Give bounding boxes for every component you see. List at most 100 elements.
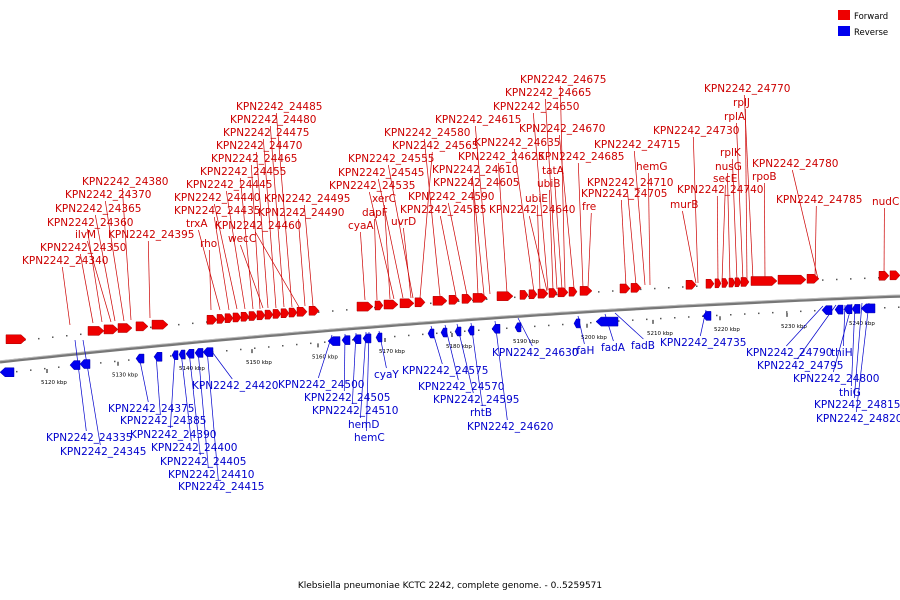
- forward-gene-arrow: [685, 279, 697, 290]
- forward-gene-label: ilvM: [75, 229, 96, 241]
- forward-leader-line: [86, 228, 103, 323]
- reverse-gene-label: KPN2242_24415: [178, 481, 264, 493]
- tick-label: 5240 kbp: [849, 321, 875, 327]
- forward-gene-label: KPN2242_24535: [329, 180, 415, 192]
- reverse-gene-arrow: [171, 350, 179, 360]
- forward-leader-line: [633, 150, 646, 286]
- forward-leader-line: [732, 158, 738, 282]
- forward-leader-line: [447, 202, 468, 296]
- reverse-gene-arrow: [79, 359, 91, 369]
- track-dot: [562, 323, 564, 326]
- track-dot: [192, 322, 194, 325]
- forward-leader-line: [577, 162, 584, 289]
- forward-gene-arrow: [472, 293, 488, 303]
- track-dot: [590, 321, 592, 324]
- reverse-gene-arrow: [454, 326, 462, 337]
- track-dot: [864, 277, 866, 280]
- reverse-gene-label: KPN2242_24405: [160, 456, 246, 468]
- reverse-gene-arrow: [851, 304, 861, 314]
- forward-gene-label: KPN2242_24730: [653, 125, 739, 137]
- track-dot: [612, 290, 614, 292]
- forward-leader-line: [471, 175, 485, 296]
- forward-gene-arrow: [232, 312, 242, 323]
- reverse-gene-arrow: [427, 328, 435, 339]
- reverse-gene-label: cyaY: [374, 369, 399, 381]
- forward-gene-label: KPN2242_24490: [258, 207, 344, 219]
- forward-gene-arrow: [519, 290, 529, 300]
- forward-gene-arrow: [714, 278, 722, 289]
- legend-forward-swatch: [838, 10, 850, 20]
- forward-gene-arrow: [461, 294, 473, 304]
- reverse-gene-arrow: [327, 336, 341, 346]
- forward-gene-label: murB: [670, 199, 698, 211]
- forward-gene-label: KPN2242_24640: [489, 204, 575, 216]
- forward-gene-label: ubiE: [525, 193, 548, 205]
- forward-gene-arrow: [280, 308, 290, 318]
- reverse-gene-label: KPN2242_24400: [151, 442, 237, 454]
- track-dot: [514, 296, 516, 299]
- forward-leader-line: [721, 184, 726, 283]
- forward-gene-label: KPN2242_24710: [587, 177, 673, 189]
- forward-gene-label: KPN2242_24780: [752, 158, 838, 170]
- forward-gene-label: KPN2242_24625: [458, 151, 544, 163]
- reverse-gene-arrow: [702, 311, 712, 321]
- genome-axis-highlight: [0, 294, 900, 362]
- reverse-gene-arrow: [69, 360, 81, 370]
- forward-leader-line: [360, 231, 366, 301]
- reverse-leader-line: [843, 304, 846, 347]
- track-dot: [836, 278, 838, 281]
- forward-leader-line: [814, 205, 817, 280]
- forward-gene-arrow: [264, 309, 274, 320]
- forward-gene-arrow: [496, 291, 514, 301]
- track-dot: [128, 359, 130, 361]
- reverse-gene-label: KPN2242_24820: [816, 413, 900, 425]
- forward-leader-line: [549, 189, 554, 291]
- forward-leader-line: [743, 94, 754, 281]
- track-dot: [80, 333, 82, 336]
- forward-leader-line: [198, 229, 221, 311]
- reverse-leader-line: [180, 351, 192, 442]
- forward-gene-label: KPN2242_24495: [264, 193, 350, 205]
- track-dot: [772, 311, 774, 314]
- forward-gene-label: KPN2242_24555: [348, 153, 434, 165]
- forward-gene-label: KPN2242_24770: [704, 83, 790, 95]
- forward-leader-line: [368, 191, 395, 300]
- track-dot: [458, 300, 460, 303]
- reverse-gene-label: KPN2242_24790: [746, 347, 832, 359]
- track-dot: [178, 323, 180, 326]
- forward-gene-label: rho: [200, 238, 217, 250]
- track-dot: [282, 345, 284, 347]
- forward-gene-label: nusG: [715, 161, 742, 173]
- reverse-leader-line: [351, 332, 357, 405]
- track-dot: [52, 336, 54, 338]
- reverse-gene-label: KPN2242_24500: [278, 379, 364, 391]
- forward-gene-arrow: [432, 296, 448, 306]
- forward-gene-label: trxA: [186, 218, 208, 230]
- forward-gene-label: KPN2242_24675: [520, 74, 606, 86]
- track-dot: [318, 311, 320, 313]
- forward-leader-line: [240, 244, 264, 309]
- reverse-gene-label: KPN2242_24335: [46, 432, 132, 444]
- track-dot: [814, 309, 816, 312]
- reverse-leader-line: [206, 348, 219, 481]
- legend: Forward Reverse: [838, 10, 888, 38]
- track-dot: [898, 306, 900, 308]
- track-dot: [408, 334, 410, 337]
- forward-gene-arrow: [528, 289, 538, 300]
- forward-gene-arrow: [288, 307, 298, 318]
- forward-gene-arrow: [750, 276, 778, 286]
- forward-leader-line: [225, 190, 246, 310]
- forward-gene-label: KPN2242_24605: [433, 177, 519, 189]
- track-dot: [430, 302, 432, 305]
- forward-gene-label: KPN2242_24460: [215, 220, 301, 232]
- reverse-gene-label: KPN2242_24505: [304, 392, 390, 404]
- forward-gene-label: KPN2242_24465: [211, 153, 297, 165]
- forward-gene-arrow: [308, 306, 320, 316]
- track-dot: [58, 366, 60, 368]
- track-dot: [422, 333, 424, 336]
- forward-gene-label: KPN2242_24685: [538, 151, 624, 163]
- track-dot: [682, 286, 684, 288]
- forward-gene-label: KPN2242_24470: [216, 140, 302, 152]
- track-dot: [758, 312, 760, 315]
